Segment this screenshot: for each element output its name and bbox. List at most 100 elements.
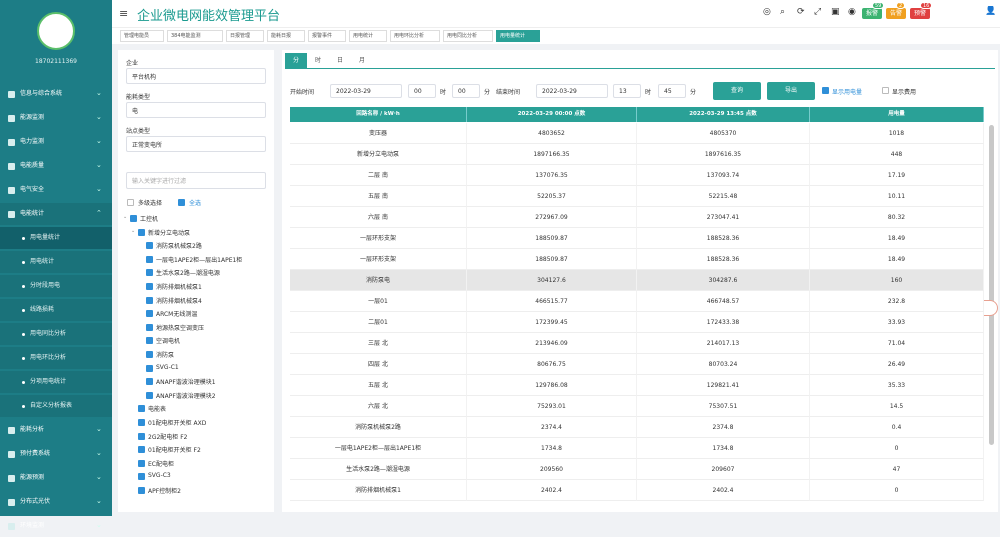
checkbox[interactable] — [146, 242, 153, 250]
tree-label[interactable]: SVG-C3 — [148, 472, 171, 480]
menu-arrow[interactable]: ⌄ — [96, 473, 102, 481]
query-button[interactable]: 查询 — [713, 82, 761, 100]
tree-label[interactable]: 2G2配电柜 F2 — [148, 433, 188, 441]
menu-arrow[interactable]: ⌄ — [96, 425, 102, 433]
tree-toggle[interactable]: ⌄ — [123, 214, 128, 220]
checkbox[interactable] — [146, 296, 153, 304]
checkbox[interactable] — [146, 391, 153, 399]
tree-label[interactable]: 消防泵 — [156, 352, 175, 359]
alert-button[interactable]: 告警 — [886, 8, 906, 19]
checkbox[interactable] — [138, 419, 145, 426]
tree-label[interactable]: 空调电机 — [156, 338, 181, 346]
date-input[interactable]: 2022-03-29 — [330, 84, 402, 98]
search-input[interactable]: 输入关键字进行过滤 — [126, 172, 266, 189]
export-button[interactable]: 导出 — [767, 82, 815, 100]
tree-label[interactable]: 消防泵机械泵2路 — [156, 243, 202, 251]
select[interactable]: 正常变电所 — [126, 136, 266, 152]
checkbox[interactable] — [146, 269, 153, 277]
select[interactable]: 00 — [408, 84, 436, 98]
submenu-item[interactable]: 用电统计 — [0, 251, 112, 273]
menu-item[interactable]: 电能质量 — [20, 162, 45, 169]
select[interactable]: 平台机构 — [126, 68, 266, 84]
alert-button[interactable]: 预警 — [910, 8, 930, 19]
period-tab[interactable]: 月 — [358, 57, 365, 64]
select[interactable]: 00 — [452, 84, 480, 98]
menu-arrow[interactable]: ⌃ — [96, 209, 102, 217]
checkbox[interactable] — [178, 199, 185, 206]
checkbox[interactable] — [146, 378, 153, 386]
header-icon[interactable]: ⟳ — [797, 7, 805, 17]
tree-label[interactable]: SVG-C1 — [156, 363, 179, 371]
tree-label[interactable]: 电能表 — [148, 406, 167, 414]
menu-arrow[interactable]: ⌄ — [96, 521, 102, 529]
header-icon[interactable]: ◉ — [848, 7, 856, 17]
page-tab[interactable]: 用电环比分析 — [390, 30, 440, 42]
checkbox[interactable] — [146, 310, 153, 318]
tree-label[interactable]: ANAPF谐波治理模块1 — [156, 379, 216, 387]
checkbox[interactable] — [138, 228, 145, 236]
page-tab[interactable]: 报警事件 — [308, 30, 346, 42]
tree-label[interactable]: ARCM无线测温 — [156, 311, 198, 319]
tree-label[interactable]: 地源热泵空调变压 — [156, 324, 205, 332]
select[interactable]: 电 — [126, 102, 266, 118]
period-tab[interactable]: 时 — [314, 57, 321, 64]
menu-item[interactable]: 能源预测 — [20, 474, 45, 481]
tree-label[interactable]: 新增分立电动泵 — [148, 229, 191, 237]
date-input[interactable]: 2022-03-29 — [536, 84, 608, 98]
tree-label[interactable]: EC配电柜 — [148, 460, 174, 468]
checkbox[interactable] — [146, 337, 153, 345]
page-tab[interactable]: 用电量统计 — [496, 30, 540, 42]
tree-label[interactable]: 01配电柜开关柜 AXD — [148, 420, 207, 427]
submenu-item[interactable]: 用电环比分析 — [0, 347, 112, 369]
checkbox[interactable] — [130, 215, 137, 222]
menu-toggle[interactable]: ≡ — [119, 7, 129, 20]
page-tab[interactable]: 384电能监测 — [167, 30, 223, 42]
submenu-item[interactable]: 线路损耗 — [0, 299, 112, 321]
header-icon[interactable]: ◎ — [763, 7, 771, 17]
header-icon[interactable]: ⤢ — [814, 7, 822, 17]
menu-item[interactable]: 分布式光伏 — [20, 498, 51, 505]
tree-label[interactable]: APF控制柜2 — [148, 488, 181, 495]
tree-label[interactable]: 消防排烟机械泵1 — [156, 284, 202, 291]
scrollbar[interactable] — [989, 125, 994, 445]
menu-item[interactable]: 电力监测 — [20, 138, 45, 145]
menu-item[interactable]: 预付费系统 — [20, 450, 51, 457]
checkbox[interactable] — [138, 487, 145, 494]
checkbox[interactable] — [127, 199, 134, 206]
select[interactable]: 45 — [658, 84, 686, 98]
menu-arrow[interactable]: ⌄ — [96, 185, 102, 193]
menu-arrow[interactable]: ⌄ — [96, 161, 102, 169]
page-tab[interactable]: 用电同比分析 — [443, 30, 493, 42]
period-tab[interactable]: 日 — [336, 57, 343, 64]
submenu-item[interactable]: 分时段用电 — [0, 275, 112, 297]
checkbox[interactable] — [822, 87, 829, 94]
tree-label[interactable]: ANAPF谐波治理模块2 — [156, 392, 216, 400]
page-tab[interactable]: 能耗日报 — [267, 30, 305, 42]
page-tab[interactable]: 日报管理 — [226, 30, 264, 42]
checkbox[interactable] — [146, 283, 153, 290]
header-icon[interactable]: ⌕ — [780, 7, 786, 17]
tree-label[interactable]: 消防排烟机械泵4 — [156, 297, 202, 305]
menu-item[interactable]: 能源监测 — [20, 114, 45, 121]
user-icon[interactable]: 👤 — [985, 6, 997, 16]
tree-label[interactable]: 工控机 — [140, 216, 159, 223]
menu-arrow[interactable]: ⌄ — [96, 449, 102, 457]
checkbox[interactable] — [146, 364, 153, 372]
submenu-item[interactable]: 分项用电统计 — [0, 371, 112, 393]
menu-item[interactable]: 电气安全 — [20, 186, 45, 193]
checkbox[interactable] — [882, 87, 889, 94]
menu-arrow[interactable]: ⌄ — [96, 89, 102, 97]
page-tab[interactable]: 用电统计 — [349, 30, 387, 42]
menu-arrow[interactable]: ⌄ — [96, 113, 102, 121]
submenu-item[interactable]: 用电同比分析 — [0, 323, 112, 345]
tree-toggle[interactable]: ⌄ — [131, 227, 136, 234]
checkbox[interactable] — [146, 323, 153, 331]
header-icon[interactable]: ▣ — [831, 7, 840, 17]
submenu-item[interactable]: 自定义分析报表 — [0, 395, 112, 417]
submenu-item[interactable]: 用电量统计 — [0, 227, 112, 249]
tree-label[interactable]: 01配电柜开关柜 F2 — [148, 447, 201, 455]
checkbox[interactable] — [138, 432, 145, 440]
checkbox[interactable] — [138, 459, 145, 467]
menu-item[interactable]: 信息与综合系统 — [20, 90, 63, 97]
checkbox[interactable] — [138, 446, 145, 454]
